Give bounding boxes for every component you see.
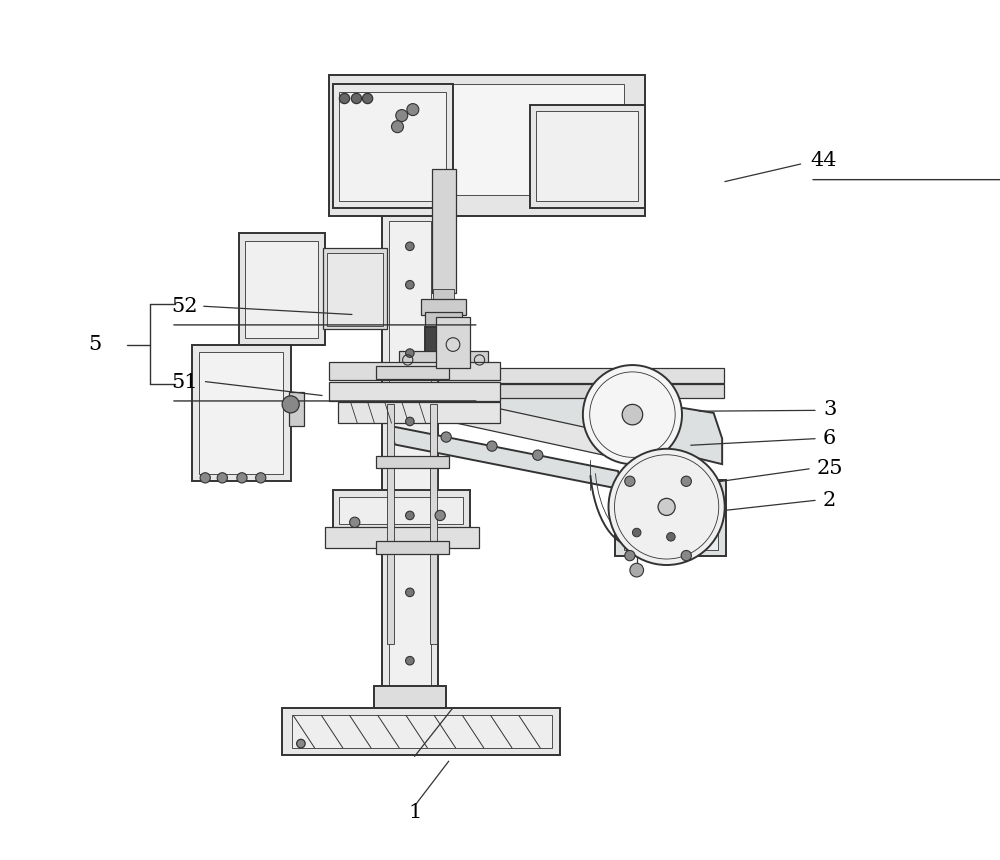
Bar [329,76,645,217]
Circle shape [632,528,641,537]
Circle shape [406,242,414,250]
Circle shape [396,109,408,121]
Bar [438,384,724,397]
Circle shape [681,550,691,561]
Polygon shape [440,396,645,464]
Bar [374,686,446,708]
Circle shape [297,740,305,748]
Bar [421,299,466,315]
Bar [438,367,724,383]
Bar [350,84,624,195]
Bar [289,391,304,426]
Polygon shape [438,368,722,464]
Bar [389,221,431,695]
Bar [382,212,438,708]
Bar [387,404,394,643]
Circle shape [256,473,266,483]
Circle shape [339,94,350,103]
Bar [245,241,318,338]
Bar [329,382,500,401]
Circle shape [533,450,543,460]
Circle shape [625,476,635,487]
Bar [333,490,470,528]
Bar [536,111,638,201]
Circle shape [406,349,414,358]
Bar [292,716,552,748]
Circle shape [658,498,675,515]
Bar [665,525,697,550]
Bar [530,105,645,208]
Bar [338,402,500,423]
Bar [323,248,387,329]
Circle shape [630,563,644,577]
Circle shape [217,473,227,483]
Bar [282,708,560,755]
Circle shape [362,94,373,103]
Bar [325,526,479,548]
Bar [339,496,463,524]
Circle shape [406,656,414,665]
Circle shape [351,94,362,103]
Circle shape [200,473,210,483]
Circle shape [583,365,682,464]
Bar [329,362,500,380]
Circle shape [622,404,643,425]
Circle shape [406,511,414,519]
Polygon shape [389,426,624,490]
Bar [239,233,325,345]
Text: 52: 52 [171,297,198,316]
Bar [333,84,453,208]
Bar [611,402,637,427]
Text: 1: 1 [409,803,422,822]
Text: 2: 2 [823,490,836,510]
Circle shape [625,550,635,561]
Bar [436,317,470,368]
Bar [626,505,659,524]
Bar [376,456,449,469]
Bar [665,505,697,524]
Bar [376,541,449,554]
Text: 25: 25 [816,459,843,478]
Bar [192,345,291,482]
Text: 51: 51 [171,372,198,391]
Text: 3: 3 [823,400,836,419]
Circle shape [406,280,414,289]
Bar [626,525,659,550]
Bar [399,352,488,368]
Bar [624,487,718,550]
Circle shape [441,432,451,442]
Bar [433,289,454,302]
Bar [376,366,449,378]
Circle shape [435,510,445,520]
Circle shape [487,441,497,452]
Circle shape [407,103,419,115]
Circle shape [350,517,360,527]
Bar [432,169,456,293]
Circle shape [681,476,691,487]
Circle shape [406,588,414,597]
Circle shape [282,396,299,413]
Text: 5: 5 [88,335,101,354]
Bar [327,253,383,326]
Bar [430,404,437,643]
Bar [339,92,446,201]
Circle shape [391,120,403,132]
Bar [425,312,462,329]
Circle shape [406,417,414,426]
Circle shape [609,449,725,565]
Bar [425,328,462,353]
Circle shape [667,532,675,541]
Bar [199,353,283,475]
Text: 6: 6 [823,429,836,448]
Text: 44: 44 [810,151,837,170]
Circle shape [237,473,247,483]
Bar [615,480,726,556]
